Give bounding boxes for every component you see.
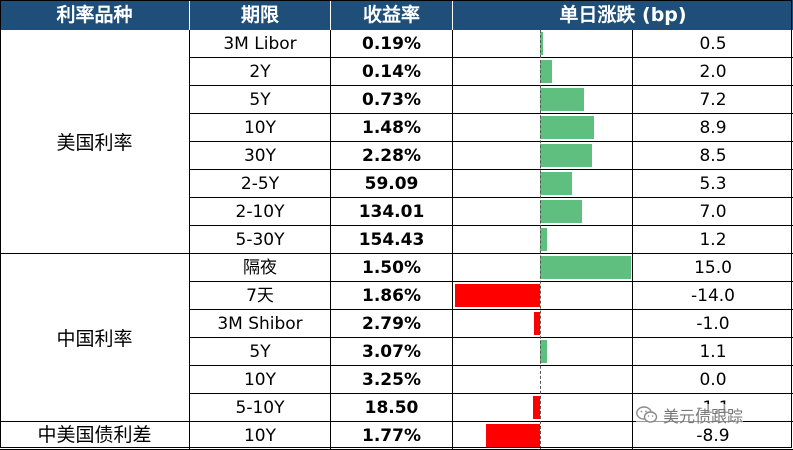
- group-label: 中国利率: [0, 254, 190, 422]
- zero-axis: [540, 30, 541, 449]
- change-bar-cell: [453, 86, 633, 114]
- change-bar: [486, 424, 540, 447]
- yield-cell: 0.14%: [331, 58, 453, 86]
- yield-cell: 0.73%: [331, 86, 453, 114]
- change-bar: [533, 396, 540, 419]
- change-value-cell: 7.0: [633, 198, 793, 226]
- change-bar-cell: [453, 114, 633, 142]
- change-bar-cell: [453, 170, 633, 198]
- yield-cell: 134.01: [331, 198, 453, 226]
- yield-cell: 1.77%: [331, 422, 453, 450]
- change-bar: [540, 340, 547, 363]
- yield-cell: 3.07%: [331, 338, 453, 366]
- change-bar-cell: [453, 226, 633, 254]
- change-value-cell: 1.1: [633, 338, 793, 366]
- change-value-cell: -14.0: [633, 282, 793, 310]
- change-value-cell: 0.0: [633, 366, 793, 394]
- change-bar-cell: [453, 254, 633, 282]
- change-value-cell: 7.2: [633, 86, 793, 114]
- watermark: 美元债跟踪: [636, 404, 744, 426]
- change-bar-cell: [453, 58, 633, 86]
- change-value-cell: 1.2: [633, 226, 793, 254]
- change-bar: [540, 116, 594, 139]
- term-cell: 3M Shibor: [190, 310, 331, 338]
- watermark-text: 美元债跟踪: [663, 407, 744, 426]
- group-label: 中美国债利差: [0, 422, 190, 450]
- change-value-cell: 8.5: [633, 142, 793, 170]
- change-bar-cell: [453, 338, 633, 366]
- term-cell: 7天: [190, 282, 331, 310]
- change-bar-cell: [453, 198, 633, 226]
- change-value-cell: 2.0: [633, 58, 793, 86]
- term-cell: 2-10Y: [190, 198, 331, 226]
- change-bar: [540, 144, 592, 167]
- change-value-cell: 0.5: [633, 30, 793, 58]
- yield-cell: 1.86%: [331, 282, 453, 310]
- change-value-cell: 5.3: [633, 170, 793, 198]
- header-change: 单日涨跌 (bp): [453, 0, 793, 30]
- term-cell: 30Y: [190, 142, 331, 170]
- change-bar-cell: [453, 422, 633, 450]
- change-bar: [540, 88, 584, 111]
- yield-cell: 1.50%: [331, 254, 453, 282]
- change-value-cell: -1.0: [633, 310, 793, 338]
- term-cell: 10Y: [190, 366, 331, 394]
- yield-cell: 1.48%: [331, 114, 453, 142]
- term-cell: 3M Libor: [190, 30, 331, 58]
- yield-cell: 3.25%: [331, 366, 453, 394]
- change-bar-cell: [453, 310, 633, 338]
- header-type: 利率品种: [0, 0, 190, 30]
- change-bar: [540, 228, 548, 251]
- yield-cell: 0.19%: [331, 30, 453, 58]
- change-bar-cell: [453, 282, 633, 310]
- change-bar-cell: [453, 30, 633, 58]
- term-cell: 5-30Y: [190, 226, 331, 254]
- change-bar: [455, 284, 540, 307]
- term-cell: 隔夜: [190, 254, 331, 282]
- yield-cell: 154.43: [331, 226, 453, 254]
- term-cell: 2Y: [190, 58, 331, 86]
- term-cell: 2-5Y: [190, 170, 331, 198]
- yield-cell: 59.09: [331, 170, 453, 198]
- yield-cell: 2.79%: [331, 310, 453, 338]
- change-bar: [540, 60, 553, 83]
- yield-cell: 2.28%: [331, 142, 453, 170]
- header-term: 期限: [190, 0, 331, 30]
- change-bar-cell: [453, 142, 633, 170]
- change-bar: [540, 32, 544, 55]
- change-bar: [533, 312, 540, 335]
- header-yield: 收益率: [331, 0, 453, 30]
- term-cell: 5Y: [190, 338, 331, 366]
- term-cell: 10Y: [190, 422, 331, 450]
- term-cell: 5-10Y: [190, 394, 331, 422]
- change-bar: [540, 256, 631, 279]
- change-bar: [540, 172, 573, 195]
- yield-cell: 18.50: [331, 394, 453, 422]
- wechat-icon: [636, 406, 658, 424]
- group-label: 美国利率: [0, 30, 190, 254]
- change-bar: [540, 200, 583, 223]
- term-cell: 10Y: [190, 114, 331, 142]
- change-value-cell: 8.9: [633, 114, 793, 142]
- change-bar-cell: [453, 366, 633, 394]
- change-bar-cell: [453, 394, 633, 422]
- change-value-cell: 15.0: [633, 254, 793, 282]
- term-cell: 5Y: [190, 86, 331, 114]
